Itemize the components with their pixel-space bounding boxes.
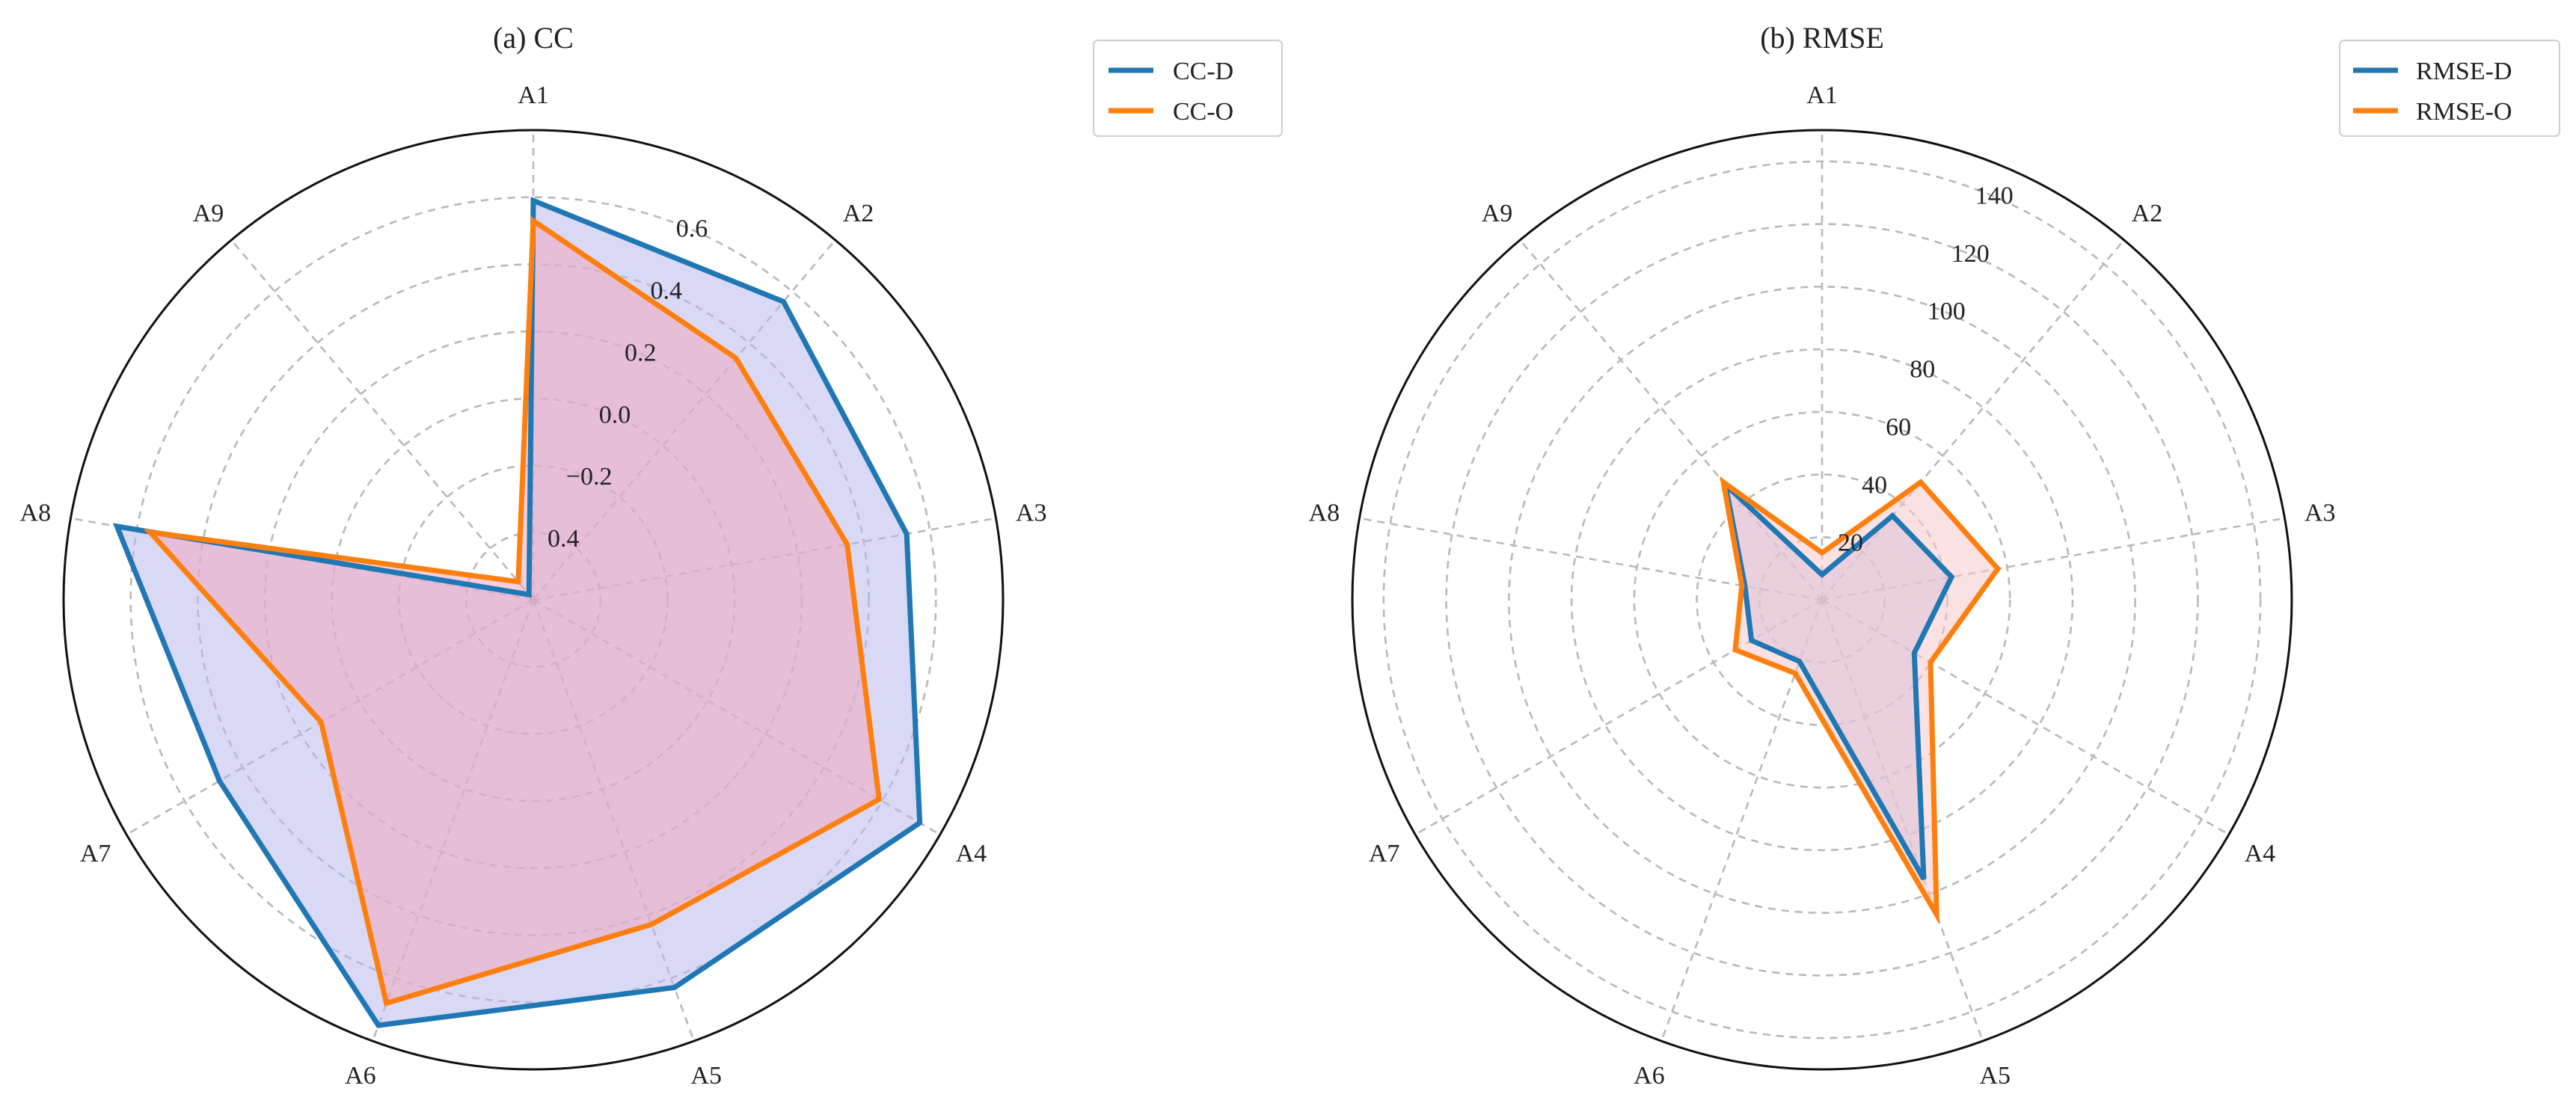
- rmse-category-label-a3: A3: [2304, 500, 2336, 527]
- cc-category-label-a6: A6: [345, 1062, 376, 1090]
- rmse-legend-label-o: RMSE-O: [2416, 98, 2512, 126]
- cc-radar-panel: 0.4 −0.2 0.0 0.2 0.4 0.6 A1 A2 A3 A4 A5 A6 A7 A8 A9 (…: [20, 21, 1283, 1090]
- rmse-outer-ring: [1351, 129, 2293, 1071]
- rmse-grid-ring-2: [1633, 411, 2011, 789]
- cc-category-label-a3: A3: [1016, 500, 1047, 527]
- cc-line-cc-d: [112, 197, 923, 1028]
- cc-area-cc-o: [150, 221, 880, 1004]
- rmse-legend: RMSE-D RMSE-O: [2339, 40, 2560, 137]
- rmse-spoke-a4: [1821, 598, 2230, 836]
- rmse-grid-ring-4: [1508, 286, 2136, 914]
- cc-tick-label-4: 0.4: [650, 277, 682, 305]
- cc-tick-label-1: −0.2: [566, 463, 613, 491]
- cc-tick-label-3: 0.2: [625, 340, 657, 367]
- rmse-category-label-a9: A9: [1482, 200, 1513, 227]
- cc-category-label-a2: A2: [843, 200, 874, 227]
- rmse-legend-label-d: RMSE-D: [2416, 58, 2512, 85]
- rmse-category-labels: A1 A2 A3 A4 A5 A6 A7 A8 A9: [1309, 82, 2336, 1090]
- rmse-spoke-a6: [1660, 599, 1824, 1042]
- cc-category-label-a1: A1: [518, 82, 549, 109]
- rmse-spoke-a3: [1821, 517, 2285, 601]
- rmse-grid-ring-3: [1570, 348, 2074, 852]
- cc-category-labels: A1 A2 A3 A4 A5 A6 A7 A8 A9: [20, 82, 1047, 1090]
- cc-tick-label-5: 0.6: [676, 215, 708, 243]
- cc-chart-title: (a) CC: [493, 21, 574, 55]
- rmse-grid-ring-5: [1445, 223, 2199, 977]
- cc-category-label-a7: A7: [80, 840, 111, 867]
- cc-category-label-a5: A5: [690, 1062, 722, 1090]
- cc-tick-label-0: 0.4: [548, 525, 580, 553]
- rmse-category-label-a4: A4: [2245, 840, 2276, 867]
- rmse-spoke-a8: [1359, 517, 1823, 601]
- rmse-tick-labels: 20 40 60 80 100 120 140: [1838, 182, 2014, 557]
- rmse-category-label-a8: A8: [1309, 500, 1340, 527]
- rmse-line-rmse-o: [1720, 476, 2002, 925]
- cc-legend: CC-D CC-O: [1093, 40, 1283, 137]
- rmse-tick-label-4: 100: [1928, 298, 1966, 325]
- cc-tick-labels: 0.4 −0.2 0.0 0.2 0.4 0.6: [548, 215, 708, 553]
- rmse-tick-label-0: 20: [1838, 529, 1863, 557]
- rmse-category-label-a2: A2: [2132, 200, 2163, 227]
- cc-spoke-a9: [230, 239, 534, 600]
- rmse-tick-label-2: 60: [1886, 414, 1911, 441]
- cc-outer-ring: [62, 129, 1005, 1071]
- rmse-tick-label-5: 120: [1951, 240, 1990, 268]
- cc-legend-label-o: CC-O: [1173, 98, 1233, 126]
- rmse-category-label-a1: A1: [1806, 82, 1838, 109]
- cc-category-label-a4: A4: [956, 840, 987, 867]
- rmse-category-label-a5: A5: [1979, 1062, 2011, 1090]
- rmse-tick-label-3: 80: [1910, 356, 1935, 384]
- rmse-grid: [1351, 129, 2293, 1071]
- rmse-radar-panel: 20 40 60 80 100 120 140 A1 A2 A3 A4 A5 A6 A7 A8 A9 (b)…: [1309, 21, 2560, 1090]
- cc-category-label-a8: A8: [20, 500, 52, 527]
- rmse-category-label-a7: A7: [1369, 840, 1400, 867]
- rmse-category-label-a6: A6: [1634, 1062, 1665, 1090]
- rmse-spoke-a9: [1519, 239, 1823, 600]
- rmse-tick-label-6: 140: [1975, 182, 2014, 210]
- cc-tick-label-2: 0.0: [599, 401, 631, 429]
- rmse-area-rmse-o: [1723, 482, 1998, 915]
- cc-line-cc-o: [143, 215, 883, 1007]
- rmse-chart-title: (b) RMSE: [1760, 21, 1884, 55]
- cc-series: [112, 197, 923, 1028]
- rmse-spoke-a2: [1821, 239, 2125, 600]
- rmse-series: [1720, 476, 2002, 925]
- cc-grid-ring-5: [129, 196, 937, 1004]
- rmse-spoke-a7: [1414, 598, 1823, 836]
- rmse-tick-label-1: 40: [1862, 471, 1887, 499]
- cc-legend-label-d: CC-D: [1173, 58, 1233, 85]
- rmse-grid-ring-6: [1382, 160, 2262, 1039]
- cc-category-label-a9: A9: [193, 200, 224, 227]
